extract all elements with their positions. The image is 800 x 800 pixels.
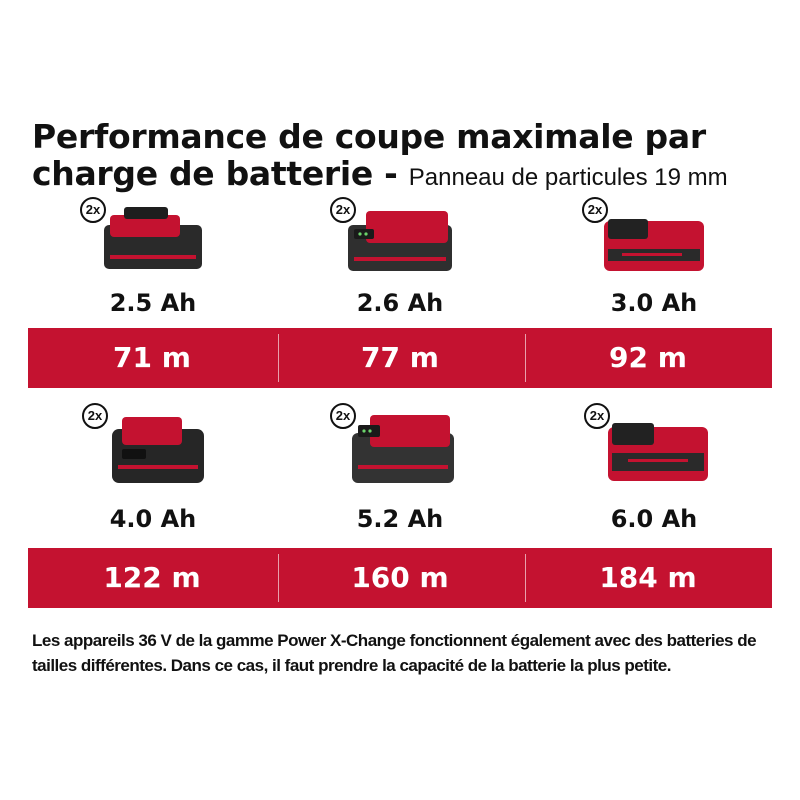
- page-title: Performance de coupe maximale par charge…: [32, 118, 782, 196]
- capacity-label: 2.5 Ah: [109, 289, 197, 317]
- cut-length-value: 92 m: [609, 341, 687, 374]
- battery-item: 2x: [82, 403, 212, 483]
- quantity-badge: 2x: [584, 403, 610, 429]
- capacity-label: 2.6 Ah: [356, 289, 444, 317]
- title-subtitle: Panneau de particules 19 mm: [408, 164, 728, 191]
- cut-length-value: 71 m: [113, 341, 191, 374]
- quantity-badge: 2x: [82, 403, 108, 429]
- divider: [278, 334, 279, 382]
- divider: [525, 554, 526, 602]
- divider: [525, 334, 526, 382]
- cut-length-value: 122 m: [103, 561, 201, 594]
- quantity-badge: 2x: [330, 403, 356, 429]
- capacity-label: 5.2 Ah: [356, 505, 444, 533]
- battery-5-2ah-icon: [352, 415, 454, 483]
- results-band: 71 m 77 m 92 m: [28, 328, 772, 388]
- battery-2-5ah-icon: [104, 207, 202, 269]
- battery-2-6ah-icon: [348, 211, 452, 271]
- capacity-label: 3.0 Ah: [610, 289, 698, 317]
- results-band: 122 m 160 m 184 m: [28, 548, 772, 608]
- battery-item: 2x: [330, 197, 460, 277]
- divider: [278, 554, 279, 602]
- cut-length-value: 160 m: [351, 561, 449, 594]
- cut-length-value: 184 m: [599, 561, 697, 594]
- quantity-badge: 2x: [582, 197, 608, 223]
- quantity-badge: 2x: [330, 197, 356, 223]
- capacity-label: 4.0 Ah: [109, 505, 197, 533]
- battery-item: 2x: [80, 197, 210, 277]
- cut-length-value: 77 m: [361, 341, 439, 374]
- quantity-badge: 2x: [80, 197, 106, 223]
- footnote: Les appareils 36 V de la gamme Power X-C…: [32, 631, 757, 675]
- battery-item: 2x: [584, 403, 714, 483]
- capacity-label: 6.0 Ah: [610, 505, 698, 533]
- battery-item: 2x: [582, 197, 712, 277]
- title-main: Performance de coupe maximale par charge…: [32, 117, 706, 193]
- battery-4-0ah-icon: [112, 417, 204, 483]
- battery-item: 2x: [330, 403, 460, 483]
- battery-6-0ah-icon: [608, 423, 708, 481]
- battery-3-0ah-icon: [604, 219, 704, 271]
